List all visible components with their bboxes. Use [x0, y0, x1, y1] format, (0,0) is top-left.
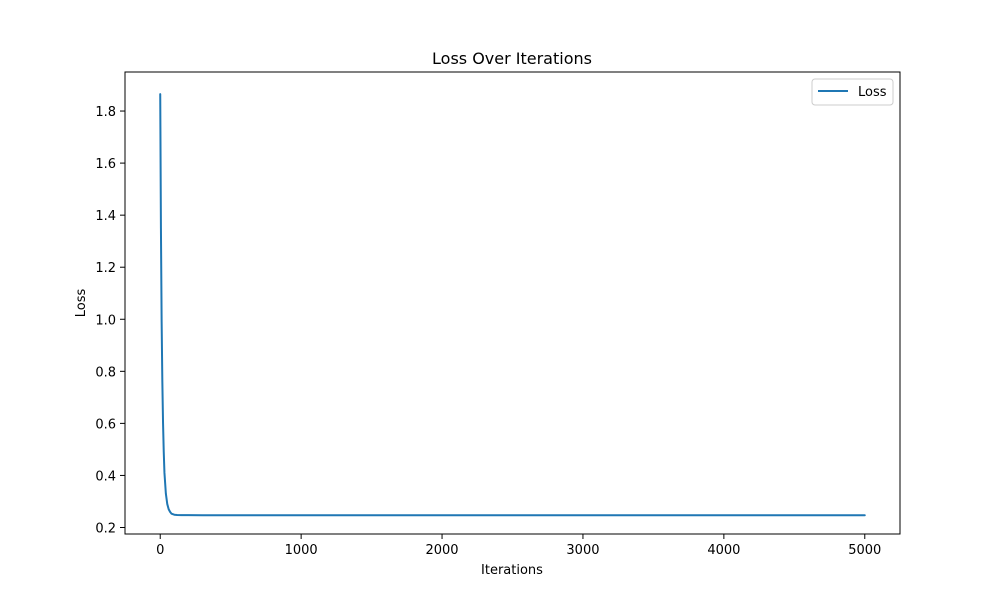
- y-tick-label: 1.4: [95, 209, 116, 224]
- legend-box: [811, 78, 894, 106]
- x-axis-ticks: 0 1000 2000 3000 4000 5000: [156, 534, 881, 558]
- x-tick-label: 5000: [848, 543, 881, 558]
- series-layer: [159, 93, 866, 517]
- x-tick-label: 4000: [707, 543, 740, 558]
- y-axis-label: Loss: [74, 289, 89, 318]
- y-tick-label: 0.4: [95, 469, 116, 484]
- y-axis-ticks: 0.2 0.4 0.6 0.8 1.0 1.2 1.4 1.6 1.8: [95, 105, 125, 536]
- legend: Loss: [811, 78, 894, 106]
- series-line-loss: [159, 93, 866, 517]
- x-tick-label: 2000: [425, 543, 458, 558]
- plot-area: 0 1000 2000 3000 4000 5000 0.2 0.4 0.6 0.8 1.0 1.2…: [95, 71, 901, 558]
- y-tick-label: 1.0: [95, 313, 116, 328]
- x-tick-label: 3000: [566, 543, 599, 558]
- x-tick-label: 0: [156, 543, 164, 558]
- plot-frame: [124, 71, 901, 535]
- y-tick-label: 0.8: [95, 365, 116, 380]
- y-tick-label: 0.6: [95, 417, 116, 432]
- y-tick-label: 1.8: [95, 105, 116, 120]
- y-tick-label: 0.2: [95, 521, 116, 536]
- y-tick-label: 1.2: [95, 261, 116, 276]
- x-axis-label: Iterations: [481, 563, 543, 578]
- chart-title: Loss Over Iterations: [432, 49, 592, 68]
- y-tick-label: 1.6: [95, 157, 116, 172]
- legend-label-loss: Loss: [858, 85, 887, 100]
- x-tick-label: 1000: [285, 543, 318, 558]
